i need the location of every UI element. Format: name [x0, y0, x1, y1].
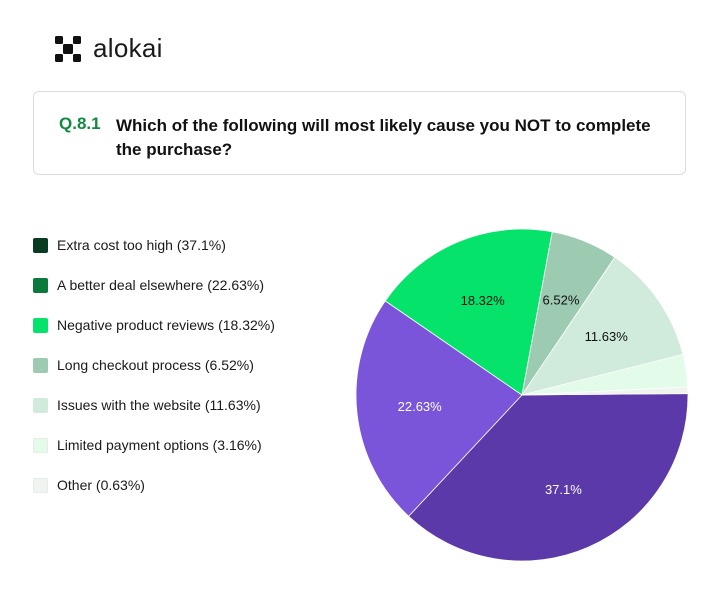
brand-name: alokai	[93, 33, 163, 63]
legend-swatch	[33, 397, 48, 413]
pie-chart: 37.1% 22.63% 18.32% 6.52% 11.63%	[355, 228, 689, 562]
legend-item: Limited payment options (3.16%)	[33, 425, 275, 465]
question-number: Q.8.1	[59, 114, 101, 133]
question-card: Q.8.1 Which of the following will most l…	[33, 91, 686, 175]
brand-logo: alokai	[55, 33, 163, 64]
legend-item: Long checkout process (6.52%)	[33, 345, 275, 385]
legend-label: Long checkout process (6.52%)	[57, 357, 254, 373]
legend-item: Issues with the website (11.63%)	[33, 385, 275, 425]
legend-label: Limited payment options (3.16%)	[57, 437, 262, 453]
pie-label-website-issues: 11.63%	[585, 329, 629, 344]
pie-label-extra-cost: 37.1%	[545, 482, 582, 497]
legend-swatch	[33, 277, 48, 293]
legend-label: Issues with the website (11.63%)	[57, 397, 261, 413]
legend-label: Other (0.63%)	[57, 477, 145, 493]
pie-slice-extra-cost	[408, 393, 689, 562]
legend-swatch	[33, 477, 48, 493]
pie-slice-website-issues	[521, 256, 684, 396]
legend-item: A better deal elsewhere (22.63%)	[33, 265, 275, 305]
question-text: Which of the following will most likely …	[116, 116, 651, 159]
legend-item: Extra cost too high (37.1%)	[33, 225, 275, 265]
chart-legend: Extra cost too high (37.1%) A better dea…	[33, 225, 275, 505]
alokai-logo-icon	[55, 35, 81, 62]
legend-swatch	[33, 317, 48, 333]
pie-slice-better-deal	[355, 300, 523, 517]
legend-label: Extra cost too high (37.1%)	[57, 237, 226, 253]
legend-label: A better deal elsewhere (22.63%)	[57, 277, 265, 293]
legend-label: Negative product reviews (18.32%)	[57, 317, 275, 333]
legend-swatch	[33, 437, 48, 453]
legend-item: Other (0.63%)	[33, 465, 275, 505]
legend-swatch	[33, 237, 48, 253]
legend-item: Negative product reviews (18.32%)	[33, 305, 275, 345]
pie-label-negative-reviews: 18.32%	[461, 293, 506, 308]
pie-slice-negative-reviews	[384, 228, 553, 396]
pie-label-long-checkout: 6.52%	[543, 293, 580, 308]
pie-label-better-deal: 22.63%	[398, 399, 443, 414]
legend-swatch	[33, 357, 48, 373]
pie-slice-other	[521, 386, 689, 396]
